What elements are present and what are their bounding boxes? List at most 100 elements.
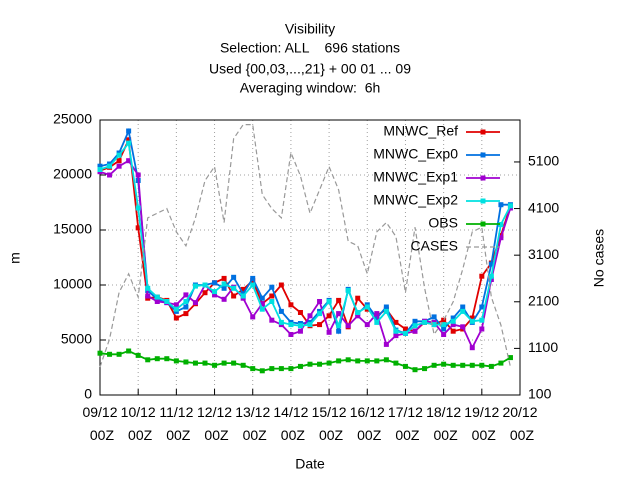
data-point	[383, 341, 389, 347]
data-point	[441, 326, 447, 332]
data-point	[479, 326, 485, 332]
data-point	[126, 137, 132, 143]
data-point	[97, 350, 103, 356]
data-point	[336, 328, 342, 334]
data-point	[135, 172, 141, 178]
data-point	[202, 282, 208, 288]
data-point	[221, 285, 227, 291]
data-point	[269, 284, 275, 290]
data-point	[107, 351, 113, 357]
legend-marker	[480, 221, 486, 227]
data-point	[507, 203, 513, 209]
data-point	[135, 205, 141, 211]
data-point	[364, 304, 370, 310]
data-point	[154, 356, 160, 362]
data-point	[126, 140, 132, 146]
series-line	[99, 350, 511, 372]
data-point	[336, 323, 342, 329]
legend-label: CASES	[411, 238, 458, 254]
data-point	[278, 366, 284, 372]
data-point	[498, 360, 504, 366]
data-point	[498, 235, 504, 241]
data-point	[460, 324, 466, 330]
data-point	[192, 360, 198, 366]
data-point	[383, 308, 389, 314]
data-point	[269, 299, 275, 304]
data-point	[183, 311, 189, 317]
data-point	[259, 306, 265, 312]
data-point	[402, 326, 408, 332]
data-point	[126, 348, 132, 354]
data-point	[192, 300, 198, 306]
data-point	[212, 362, 218, 368]
data-point	[240, 362, 246, 368]
data-point	[383, 357, 389, 363]
data-point	[183, 299, 189, 304]
data-point	[212, 292, 218, 298]
data-point	[393, 360, 399, 366]
data-point	[317, 299, 323, 304]
chart-subtitle: Used {00,03,...,21} + 00 01 ... 09	[209, 61, 411, 77]
data-point	[412, 323, 418, 329]
x-tick-label: 18/12 00Z	[426, 404, 461, 443]
data-point	[374, 311, 380, 317]
data-point	[441, 322, 447, 328]
data-point	[431, 362, 437, 368]
y-tick-label: 0	[84, 386, 92, 402]
data-point	[145, 357, 151, 363]
data-point	[355, 313, 361, 319]
x-tick-label: 12/12 00Z	[197, 404, 232, 443]
data-point	[116, 152, 122, 158]
data-point	[507, 355, 513, 361]
data-point	[154, 299, 160, 304]
data-point	[173, 302, 179, 308]
data-point	[231, 285, 237, 291]
data-point	[212, 280, 218, 286]
data-point	[498, 202, 504, 208]
data-point	[297, 363, 303, 369]
data-point	[488, 273, 494, 279]
data-point	[479, 304, 485, 310]
data-point	[326, 299, 332, 304]
data-point	[364, 358, 370, 364]
legend-label: OBS	[428, 215, 458, 231]
data-point	[212, 289, 218, 295]
data-point	[307, 361, 313, 367]
data-point	[288, 322, 294, 328]
data-point	[431, 322, 437, 328]
y2-tick-label: 2100	[528, 292, 559, 308]
data-point	[192, 283, 198, 289]
data-point	[116, 163, 122, 169]
data-point	[288, 366, 294, 372]
data-point	[460, 304, 466, 310]
data-point	[326, 313, 332, 319]
data-point	[145, 293, 151, 299]
data-point	[383, 304, 389, 310]
data-point	[278, 319, 284, 325]
data-point	[402, 330, 408, 336]
data-point	[183, 359, 189, 365]
legend-marker	[480, 129, 486, 135]
data-point	[393, 328, 399, 334]
data-point	[250, 366, 256, 372]
data-point	[488, 363, 494, 369]
data-point	[116, 158, 122, 164]
data-point	[278, 308, 284, 314]
data-point	[231, 293, 237, 299]
data-point	[317, 311, 323, 317]
data-point	[393, 319, 399, 325]
data-point	[183, 292, 189, 298]
legend-label: MNWC_Exp1	[373, 169, 458, 185]
data-point	[469, 362, 475, 368]
y-tick-label: 25000	[53, 111, 92, 127]
data-point	[374, 358, 380, 364]
data-point	[479, 317, 485, 323]
x-tick-label: 10/12 00Z	[121, 404, 156, 443]
y2-tick-label: 1100	[528, 339, 558, 355]
data-point	[355, 310, 361, 315]
chart-subtitle: Selection: ALL 696 stations	[220, 40, 400, 56]
data-point	[402, 363, 408, 369]
data-point	[259, 301, 265, 307]
data-point	[441, 317, 447, 323]
data-point	[126, 158, 132, 164]
